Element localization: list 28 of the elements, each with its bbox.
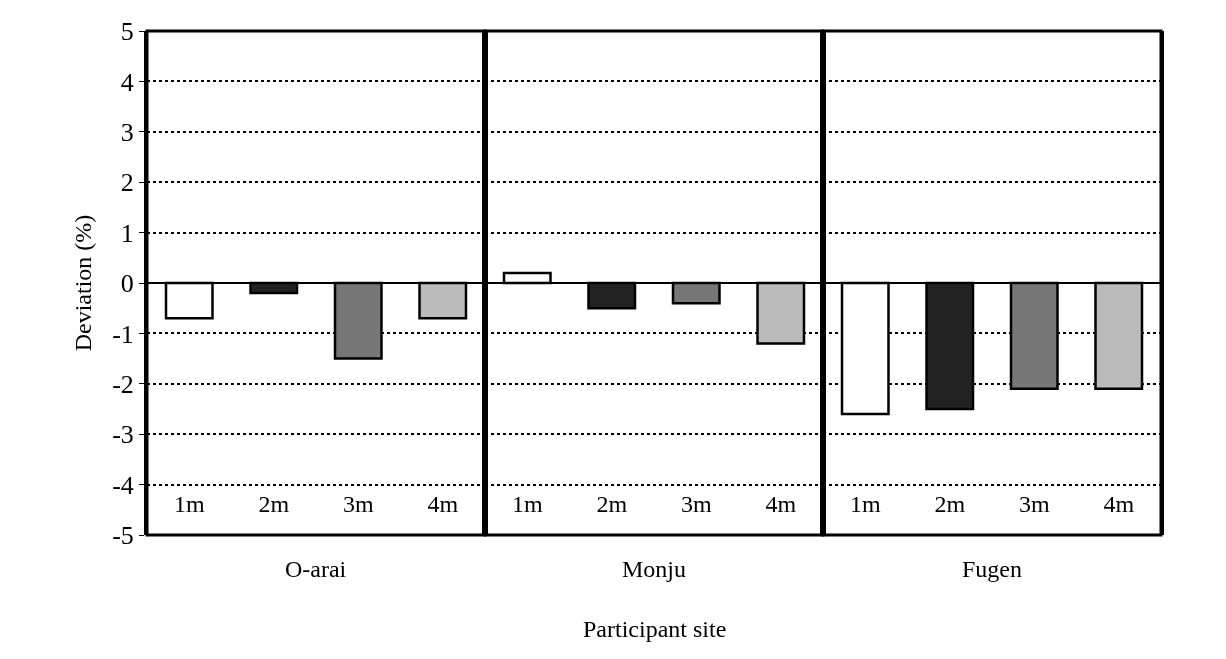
x-tick-label: 3m bbox=[342, 491, 374, 518]
x-tick-label: 4m bbox=[765, 491, 797, 518]
y-tick-label: 0 bbox=[120, 269, 134, 299]
y-tick-label: 1 bbox=[120, 218, 134, 248]
y-tick-label: -1 bbox=[112, 319, 134, 349]
x-axis-title: Fugen bbox=[962, 556, 1022, 582]
y-tick-label: -5 bbox=[112, 521, 134, 551]
x-tick-label: 1m bbox=[511, 491, 543, 518]
x-tick-label: 2m bbox=[934, 491, 966, 518]
x-tick-label: 1m bbox=[849, 491, 881, 518]
x-tick-label: 3m bbox=[1018, 491, 1050, 518]
y-tick-label: -4 bbox=[112, 470, 134, 500]
x-tick-label: 2m bbox=[596, 491, 628, 518]
x-tick-label: 3m bbox=[680, 491, 712, 518]
x-tick-label: 4m bbox=[1103, 491, 1135, 518]
x-axis-title: Monju bbox=[622, 556, 687, 582]
y-tick-label: 3 bbox=[120, 117, 134, 147]
y-tick-label: 5 bbox=[120, 17, 134, 47]
y-tick-label: 2 bbox=[120, 168, 134, 198]
text: Participant site bbox=[583, 616, 727, 642]
x-tick-label: 1m bbox=[173, 491, 205, 518]
y-tick-label: -2 bbox=[112, 369, 134, 399]
x-axis-title: O-arai bbox=[285, 556, 347, 582]
x-tick-label: 2m bbox=[258, 491, 290, 518]
y-tick-label: 4 bbox=[120, 67, 134, 97]
y-tick-label: -3 bbox=[112, 420, 134, 450]
y-axis-title: Deviation (%) bbox=[70, 214, 97, 352]
x-tick-label: 4m bbox=[427, 491, 459, 518]
